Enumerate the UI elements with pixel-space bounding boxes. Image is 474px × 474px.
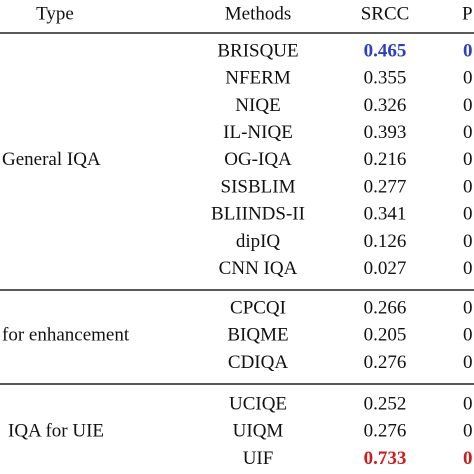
- column-header: Methods: [225, 3, 292, 24]
- method-name: SISBLIM: [221, 176, 296, 197]
- col4-value: 0: [463, 325, 473, 346]
- col4-value: 0: [463, 149, 473, 170]
- col4-value: 0: [463, 95, 473, 116]
- col4-value: 0: [463, 176, 473, 197]
- srcc-value: 0.326: [364, 95, 407, 116]
- column-header: SRCC: [361, 3, 410, 24]
- method-name: UCIQE: [229, 393, 287, 414]
- col4-value: 0: [463, 68, 473, 89]
- col4-value: 0: [463, 258, 473, 279]
- srcc-value: 0.276: [364, 352, 407, 373]
- srcc-value: 0.126: [364, 231, 407, 252]
- column-header: Type: [36, 3, 74, 24]
- method-name: CPCQI: [230, 297, 286, 318]
- srcc-value: 0.355: [364, 68, 407, 89]
- col4-value: 0: [463, 352, 473, 373]
- group-type: for enhancement: [2, 325, 130, 346]
- method-name: NIQE: [235, 95, 280, 116]
- srcc-value: 0.252: [364, 393, 407, 414]
- method-name: UIF: [243, 448, 274, 469]
- srcc-value: 0.277: [364, 176, 407, 197]
- col4-value: 0: [463, 40, 473, 61]
- method-name: BRISQUE: [217, 40, 298, 61]
- srcc-value: 0.733: [364, 448, 407, 469]
- col4-value: 0: [463, 297, 473, 318]
- method-name: IL-NIQE: [223, 122, 293, 143]
- srcc-value: 0.465: [364, 40, 407, 61]
- col4-value: 0: [463, 421, 473, 442]
- method-name: OG-IQA: [224, 149, 292, 170]
- method-name: BIQME: [227, 325, 288, 346]
- srcc-value: 0.216: [364, 149, 407, 170]
- col4-value: 0: [463, 204, 473, 225]
- method-name: CNN IQA: [219, 258, 298, 279]
- col4-value: 0: [463, 231, 473, 252]
- srcc-value: 0.266: [364, 297, 407, 318]
- srcc-value: 0.027: [364, 258, 407, 279]
- srcc-value: 0.341: [364, 204, 407, 225]
- col4-value: 0: [463, 122, 473, 143]
- method-name: NFERM: [225, 68, 291, 89]
- group-type: General IQA: [2, 149, 101, 170]
- col4-value: 0: [463, 393, 473, 414]
- method-name: UIQM: [233, 421, 284, 442]
- col4-value: 0: [463, 448, 473, 469]
- method-name: BLIINDS-II: [211, 204, 305, 225]
- srcc-value: 0.205: [364, 325, 407, 346]
- column-header: P: [462, 3, 473, 24]
- srcc-value: 0.276: [364, 421, 407, 442]
- method-name: CDIQA: [228, 352, 288, 373]
- method-name: dipIQ: [236, 231, 281, 252]
- group-type: IQA for UIE: [8, 421, 104, 442]
- srcc-value: 0.393: [364, 122, 407, 143]
